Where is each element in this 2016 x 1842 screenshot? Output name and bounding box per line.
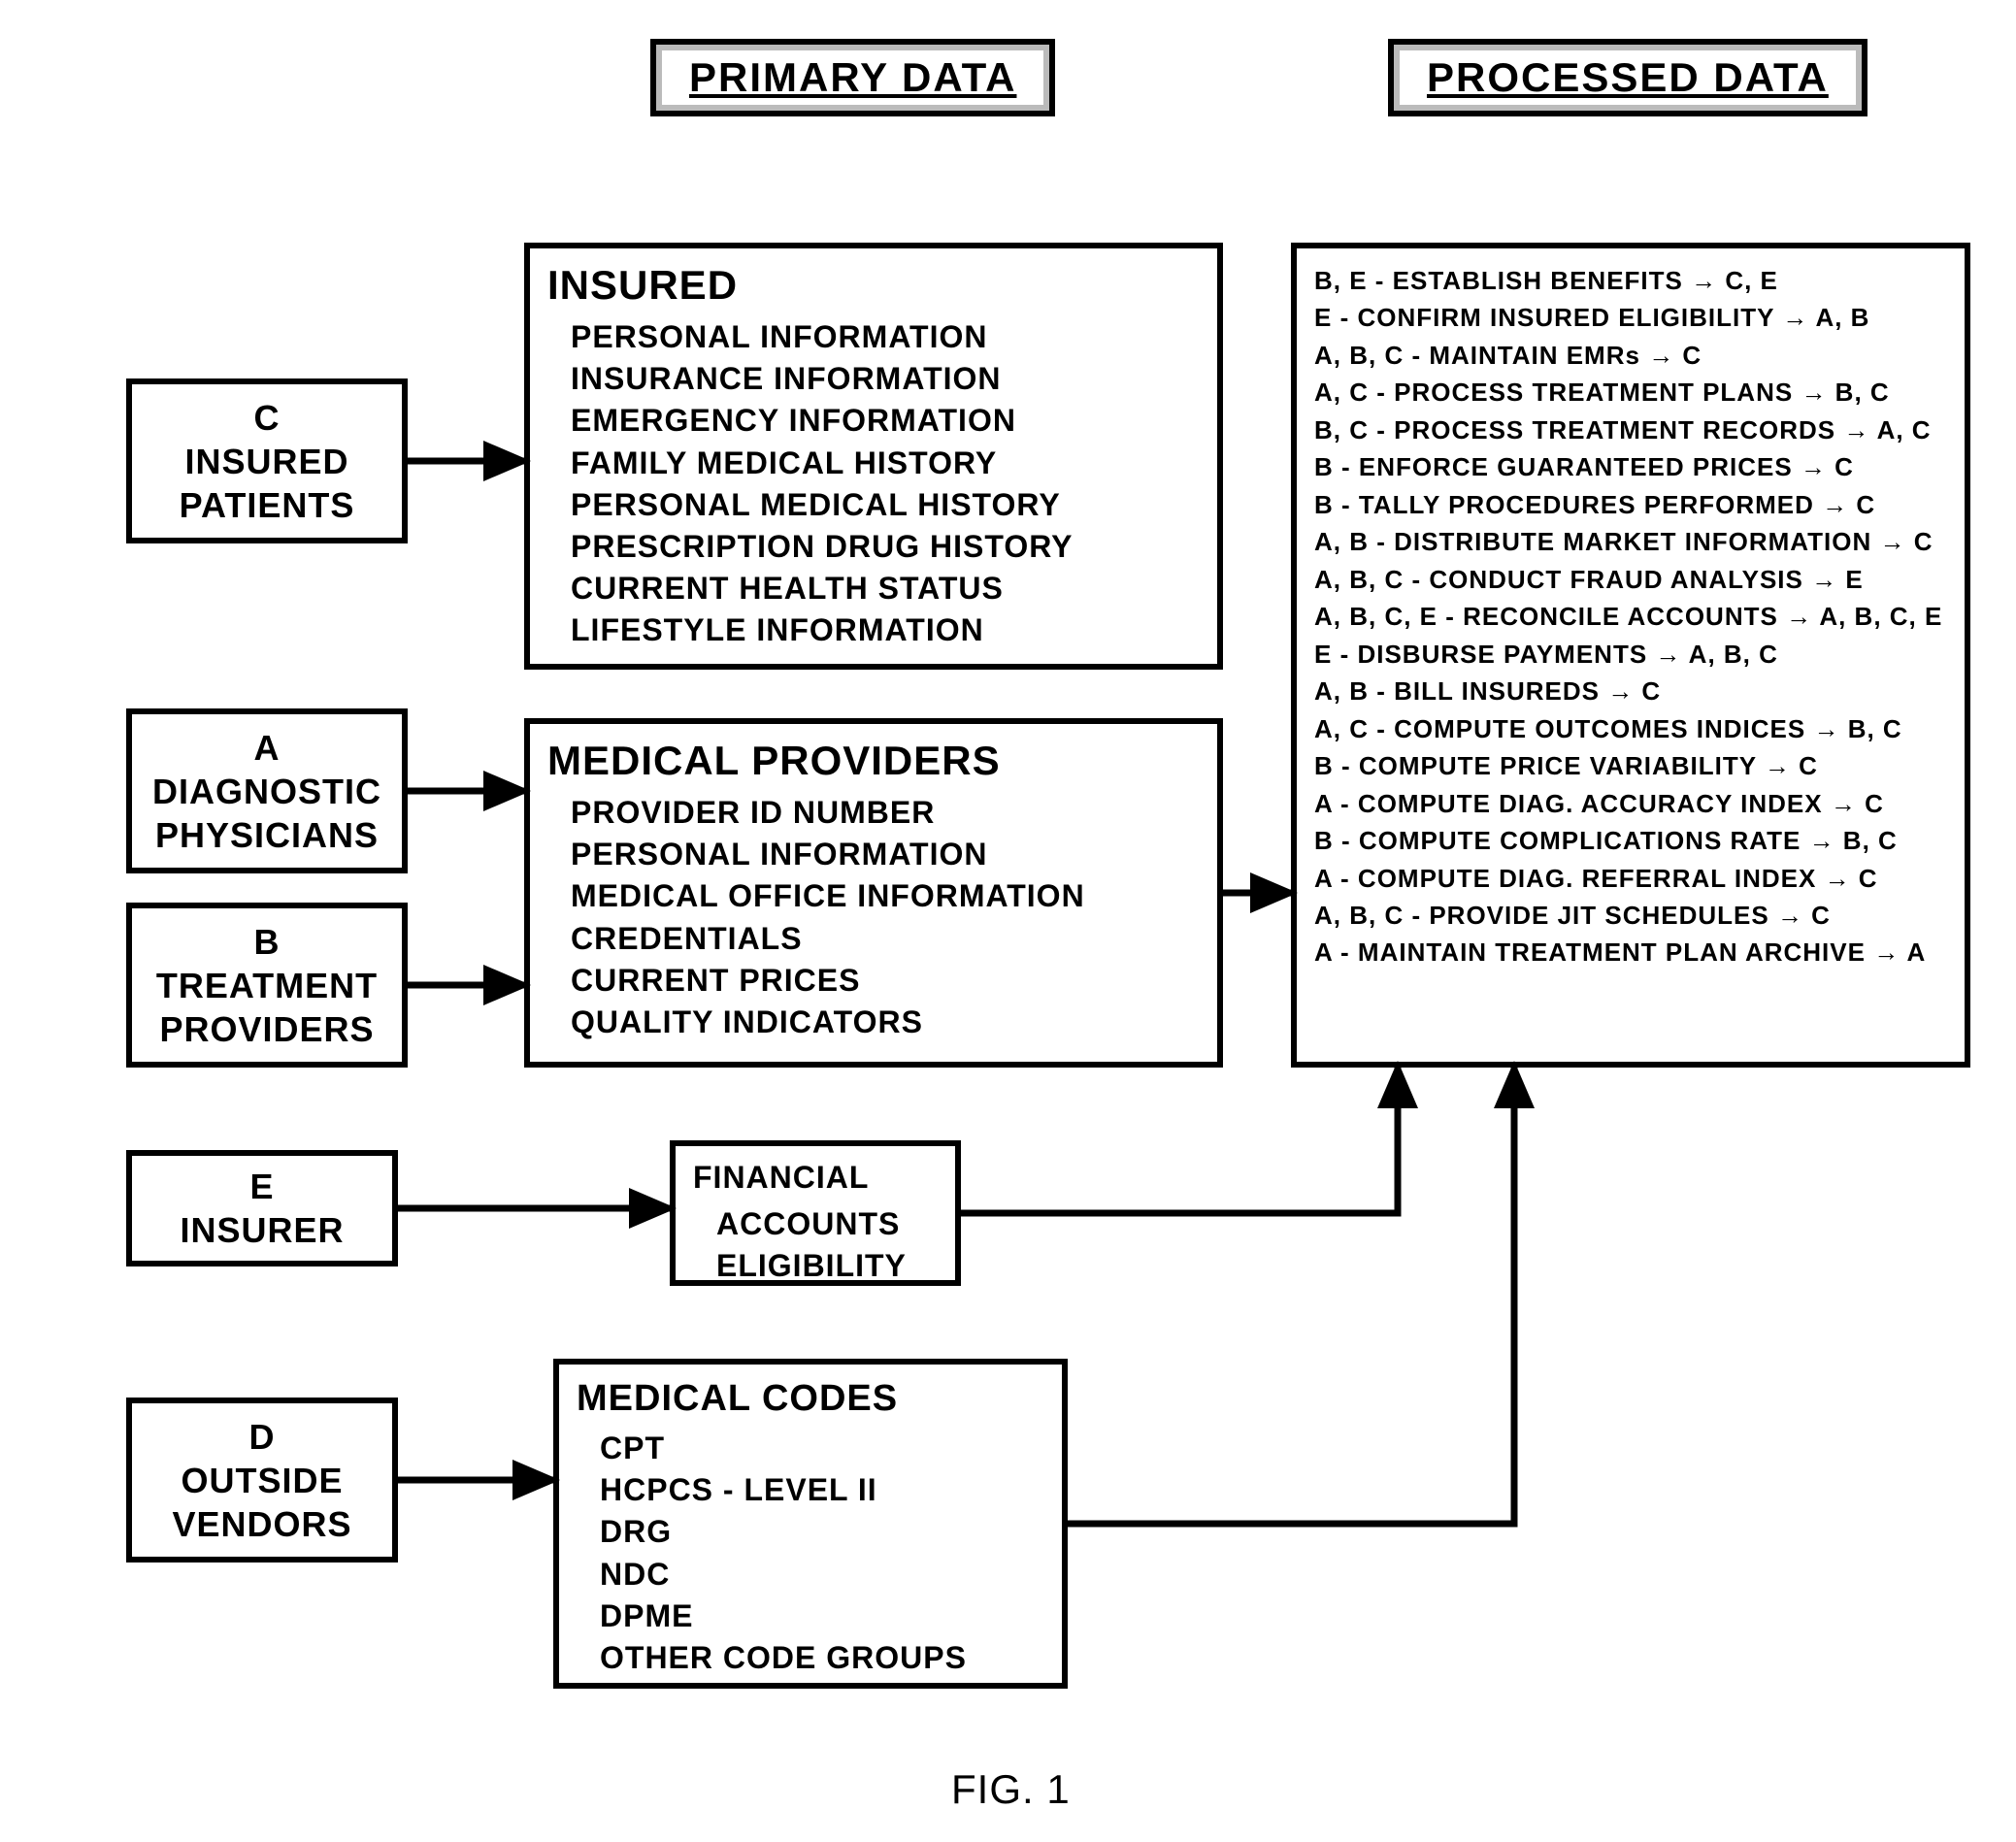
entity-e-insurer: E INSURER — [126, 1150, 398, 1266]
list-item: CURRENT PRICES — [571, 960, 1200, 1002]
entity-code: C — [149, 396, 384, 440]
figure-label: FIG. 1 — [951, 1766, 1071, 1813]
list-item: DPME — [600, 1595, 1044, 1637]
codes-items: CPTHCPCS - LEVEL IIDRGNDCDPMEOTHER CODE … — [577, 1428, 1044, 1679]
processed-entry: A - COMPUTE DIAG. ACCURACY INDEX → C — [1314, 785, 1947, 822]
financial-box: FINANCIAL ACCOUNTSELIGIBILITY — [670, 1140, 961, 1286]
list-item: ELIGIBILITY — [716, 1245, 938, 1287]
header-processed-data-label: PROCESSED DATA — [1388, 39, 1867, 116]
processed-entry: A - COMPUTE DIAG. REFERRAL INDEX → C — [1314, 860, 1947, 897]
list-item: INSURANCE INFORMATION — [571, 358, 1200, 400]
list-item: OTHER CODE GROUPS — [600, 1637, 1044, 1679]
header-primary-data: PRIMARY DATA — [650, 39, 1055, 116]
processed-entry: E - CONFIRM INSURED ELIGIBILITY → A, B — [1314, 299, 1947, 336]
processed-entry: B - ENFORCE GUARANTEED PRICES → C — [1314, 448, 1947, 485]
entity-code: A — [149, 726, 384, 770]
financial-title: FINANCIAL — [693, 1160, 938, 1196]
processed-box: B, E - ESTABLISH BENEFITS → C, EE - CONF… — [1291, 243, 1970, 1068]
list-item: PRESCRIPTION DRUG HISTORY — [571, 526, 1200, 568]
list-item: CPT — [600, 1428, 1044, 1469]
codes-title: MEDICAL CODES — [577, 1378, 1044, 1420]
processed-entries: B, E - ESTABLISH BENEFITS → C, EE - CONF… — [1314, 262, 1947, 971]
insured-title: INSURED — [547, 262, 1200, 309]
entity-d-outside-vendors: D OUTSIDEVENDORS — [126, 1398, 398, 1562]
list-item: EMERGENCY INFORMATION — [571, 400, 1200, 442]
header-processed-data: PROCESSED DATA — [1388, 39, 1867, 116]
entity-b-treatment-providers: B TREATMENTPROVIDERS — [126, 903, 408, 1068]
processed-entry: A, C - PROCESS TREATMENT PLANS → B, C — [1314, 374, 1947, 411]
list-item: PERSONAL INFORMATION — [571, 316, 1200, 358]
processed-entry: B, E - ESTABLISH BENEFITS → C, E — [1314, 262, 1947, 299]
entity-label: TREATMENTPROVIDERS — [149, 964, 384, 1051]
providers-title: MEDICAL PROVIDERS — [547, 738, 1200, 784]
list-item: FAMILY MEDICAL HISTORY — [571, 443, 1200, 484]
processed-entry: A - MAINTAIN TREATMENT PLAN ARCHIVE → A — [1314, 934, 1947, 970]
processed-entry: A, B, C, E - RECONCILE ACCOUNTS → A, B, … — [1314, 598, 1947, 635]
processed-entry: A, B - BILL INSUREDS → C — [1314, 673, 1947, 709]
list-item: LIFESTYLE INFORMATION — [571, 609, 1200, 651]
list-item: QUALITY INDICATORS — [571, 1002, 1200, 1043]
connector-arrow — [961, 1068, 1398, 1213]
processed-entry: B, C - PROCESS TREATMENT RECORDS → A, C — [1314, 411, 1947, 448]
processed-entry: B - COMPUTE PRICE VARIABILITY → C — [1314, 747, 1947, 784]
processed-entry: A, B, C - CONDUCT FRAUD ANALYSIS → E — [1314, 561, 1947, 598]
entity-label: OUTSIDEVENDORS — [149, 1459, 375, 1546]
entity-label: DIAGNOSTICPHYSICIANS — [149, 770, 384, 857]
processed-entry: B - COMPUTE COMPLICATIONS RATE → B, C — [1314, 822, 1947, 859]
list-item: HCPCS - LEVEL II — [600, 1469, 1044, 1511]
entity-code: B — [149, 920, 384, 964]
providers-items: PROVIDER ID NUMBERPERSONAL INFORMATIONME… — [547, 792, 1200, 1043]
list-item: CREDENTIALS — [571, 918, 1200, 960]
insured-box: INSURED PERSONAL INFORMATIONINSURANCE IN… — [524, 243, 1223, 670]
entity-a-diagnostic-physicians: A DIAGNOSTICPHYSICIANS — [126, 708, 408, 873]
entity-code: D — [149, 1415, 375, 1459]
codes-box: MEDICAL CODES CPTHCPCS - LEVEL IIDRGNDCD… — [553, 1359, 1068, 1689]
processed-entry: A, C - COMPUTE OUTCOMES INDICES → B, C — [1314, 710, 1947, 747]
header-primary-data-label: PRIMARY DATA — [650, 39, 1055, 116]
processed-entry: B - TALLY PROCEDURES PERFORMED → C — [1314, 486, 1947, 523]
list-item: PERSONAL MEDICAL HISTORY — [571, 484, 1200, 526]
diagram-canvas: PRIMARY DATA PROCESSED DATA C INSUREDPAT… — [0, 0, 2016, 1842]
financial-items: ACCOUNTSELIGIBILITY — [693, 1203, 938, 1287]
list-item: PROVIDER ID NUMBER — [571, 792, 1200, 834]
connector-arrow — [1068, 1068, 1514, 1524]
processed-entry: A, B - DISTRIBUTE MARKET INFORMATION → C — [1314, 523, 1947, 560]
list-item: ACCOUNTS — [716, 1203, 938, 1245]
list-item: NDC — [600, 1554, 1044, 1595]
entity-label: INSURER — [149, 1208, 375, 1252]
list-item: MEDICAL OFFICE INFORMATION — [571, 875, 1200, 917]
entity-code: E — [149, 1165, 375, 1208]
list-item: DRG — [600, 1511, 1044, 1553]
processed-entry: A, B, C - PROVIDE JIT SCHEDULES → C — [1314, 897, 1947, 934]
processed-entry: A, B, C - MAINTAIN EMRs → C — [1314, 337, 1947, 374]
entity-label: INSUREDPATIENTS — [149, 440, 384, 527]
entity-c-insured-patients: C INSUREDPATIENTS — [126, 378, 408, 543]
insured-items: PERSONAL INFORMATIONINSURANCE INFORMATIO… — [547, 316, 1200, 652]
list-item: CURRENT HEALTH STATUS — [571, 568, 1200, 609]
list-item: PERSONAL INFORMATION — [571, 834, 1200, 875]
processed-entry: E - DISBURSE PAYMENTS → A, B, C — [1314, 636, 1947, 673]
providers-box: MEDICAL PROVIDERS PROVIDER ID NUMBERPERS… — [524, 718, 1223, 1068]
